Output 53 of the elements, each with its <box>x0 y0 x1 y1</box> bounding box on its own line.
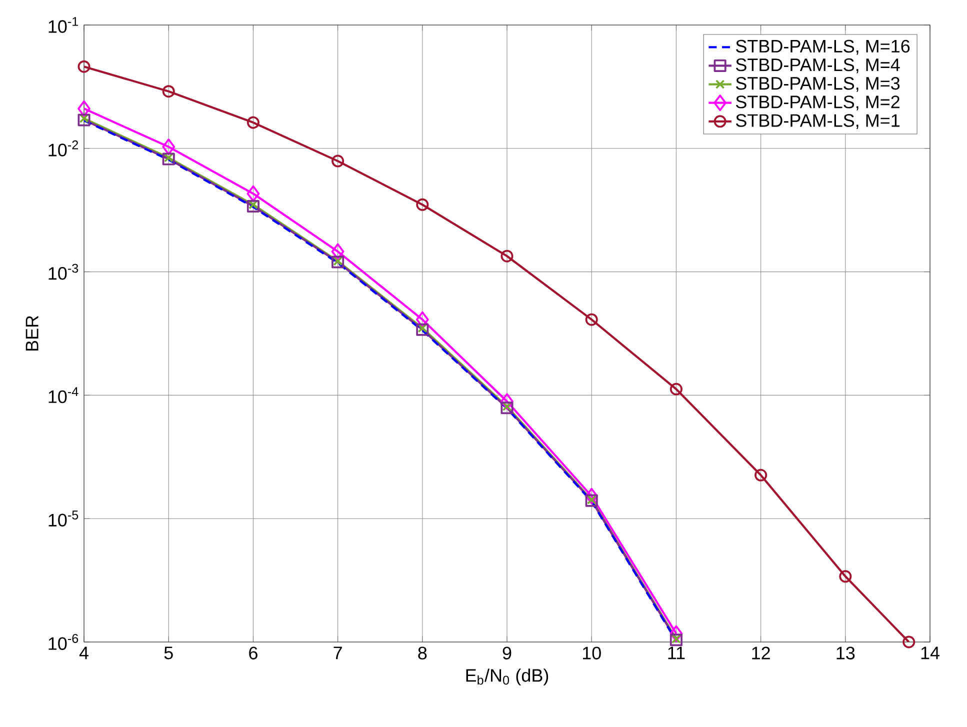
x-tick-label: 11 <box>668 646 685 660</box>
point <box>500 402 514 414</box>
x-tick-label: 9 <box>502 646 512 660</box>
y-tick-label: 10$^{-3}$ <box>48 264 78 280</box>
point <box>902 636 916 648</box>
legend-label: STBD-PAM-LS, M=3 <box>736 76 900 92</box>
point <box>585 488 598 504</box>
legend-label: STBD-PAM-LS, M=2 <box>736 96 900 110</box>
legend-label: STBD-PAM-LS, M=1 <box>736 114 900 129</box>
legend-label: STBD-PAM-LS, M=4 <box>736 58 900 74</box>
x-tick-label: 4 <box>79 646 88 660</box>
point <box>754 468 768 482</box>
point <box>332 154 344 168</box>
point <box>670 382 682 396</box>
x-tick-label: 8 <box>418 646 427 660</box>
y-tick-label: 10$^{-1}$ <box>48 17 78 33</box>
y-axis-title: BER <box>26 316 38 351</box>
point <box>670 625 683 642</box>
y-tick-label: 10$^{-4}$ <box>48 387 78 404</box>
point <box>500 250 514 262</box>
y-tick-label: 10$^{-5}$ <box>48 510 78 526</box>
x-tick-label: 14 <box>921 646 940 660</box>
point <box>164 153 174 162</box>
point <box>839 570 852 583</box>
point <box>162 152 175 166</box>
x-tick-label: 6 <box>249 646 258 660</box>
legend-label: STBD-PAM-LS, M=16 <box>736 40 910 55</box>
point <box>246 116 260 129</box>
point <box>246 200 260 212</box>
point <box>162 85 175 98</box>
y-tick-label: 10$^{-2}$ <box>48 140 78 156</box>
point <box>671 634 681 644</box>
point <box>416 198 429 211</box>
y-tick-label: 10$^{-6}$ <box>48 634 78 650</box>
x-tick-label: 10 <box>582 646 601 660</box>
point <box>670 634 682 646</box>
x-tick-label: 5 <box>164 646 173 660</box>
point <box>333 256 343 266</box>
x-axis-title: E$_{b}$/N$_{0}$ (dB) <box>466 668 548 686</box>
point <box>416 323 429 336</box>
point <box>246 185 260 202</box>
point <box>78 114 90 126</box>
point <box>78 60 90 73</box>
point <box>331 243 344 260</box>
point <box>500 393 514 410</box>
x-tick-label: 12 <box>752 646 770 660</box>
point <box>162 138 176 156</box>
point <box>585 313 598 326</box>
point <box>78 100 90 117</box>
point <box>416 311 429 328</box>
x-tick-label: 13 <box>836 646 855 660</box>
x-tick-label: 7 <box>334 646 342 660</box>
point <box>332 256 344 268</box>
